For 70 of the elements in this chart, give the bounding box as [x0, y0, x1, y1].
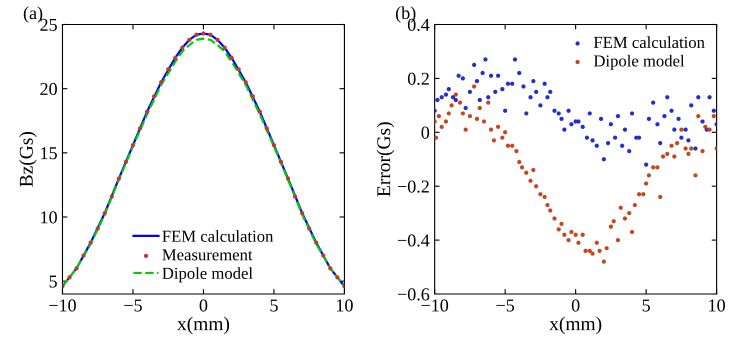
point — [328, 266, 332, 270]
x-tick-label: 5 — [642, 300, 650, 312]
y-axis-title: Bz(Gs) — [19, 132, 37, 187]
point — [215, 38, 220, 42]
point — [110, 194, 114, 199]
point — [201, 31, 206, 36]
x-axis-title: x(mm) — [549, 316, 602, 334]
chart-title: (a) — [24, 6, 42, 23]
x-tick-label: 0 — [200, 299, 208, 312]
point — [124, 160, 128, 164]
point — [152, 94, 156, 98]
x-tick-label: 10 — [709, 299, 725, 312]
point — [314, 240, 318, 245]
point — [130, 143, 136, 148]
point — [264, 126, 270, 131]
point — [236, 67, 241, 72]
point — [194, 32, 199, 37]
point — [258, 110, 262, 114]
point — [208, 32, 213, 37]
point — [244, 80, 248, 84]
point — [67, 275, 72, 280]
point — [138, 126, 142, 131]
point — [96, 226, 100, 231]
legend-label: Dipole model — [162, 267, 253, 282]
point — [300, 211, 304, 216]
point — [230, 56, 234, 60]
point — [166, 67, 170, 72]
y-tick-label: 0 — [421, 126, 430, 139]
point — [292, 194, 298, 199]
y-tick-label: 0.2 — [408, 72, 429, 85]
legend-label: FEM calculation — [162, 230, 274, 242]
point — [278, 160, 284, 164]
point — [74, 266, 79, 270]
y-tick-label: 25 — [40, 18, 57, 31]
x-tick-label: 10 — [336, 299, 353, 312]
point — [187, 38, 192, 42]
y-axis-title: Error(Gs) — [376, 122, 394, 196]
point — [250, 94, 255, 98]
point — [335, 275, 340, 280]
y-tick-label: 10 — [41, 211, 57, 224]
legend-label: Dipole model — [594, 54, 684, 70]
point — [272, 143, 276, 148]
y-tick-label: 20 — [40, 82, 57, 96]
x-tick-label: −5 — [496, 300, 514, 312]
y-tick-label: 15 — [41, 147, 57, 160]
point — [159, 80, 164, 84]
point — [116, 176, 121, 181]
x-tick-label: −5 — [124, 300, 142, 312]
y-tick-label: 5 — [50, 276, 57, 288]
point — [62, 284, 65, 288]
point — [144, 110, 150, 114]
y-tick-label: −0.2 — [398, 180, 429, 193]
x-tick-label: −10 — [421, 299, 448, 312]
point — [180, 45, 184, 50]
x-tick-label: −10 — [49, 299, 76, 312]
point — [286, 176, 290, 181]
y-tick-label: −0.6 — [398, 288, 430, 301]
point — [321, 253, 326, 258]
point — [82, 253, 86, 258]
point — [222, 45, 227, 50]
point — [102, 211, 107, 216]
legend-label: FEM calculation — [594, 36, 705, 48]
x-tick-label: 5 — [270, 300, 278, 312]
point — [173, 56, 178, 60]
x-axis-title: x(mm) — [177, 316, 230, 334]
legend-label: Measurement — [162, 249, 252, 260]
point — [88, 240, 93, 245]
point — [307, 226, 312, 231]
x-tick-label: 0 — [572, 299, 580, 312]
y-tick-label: −0.4 — [398, 234, 430, 247]
